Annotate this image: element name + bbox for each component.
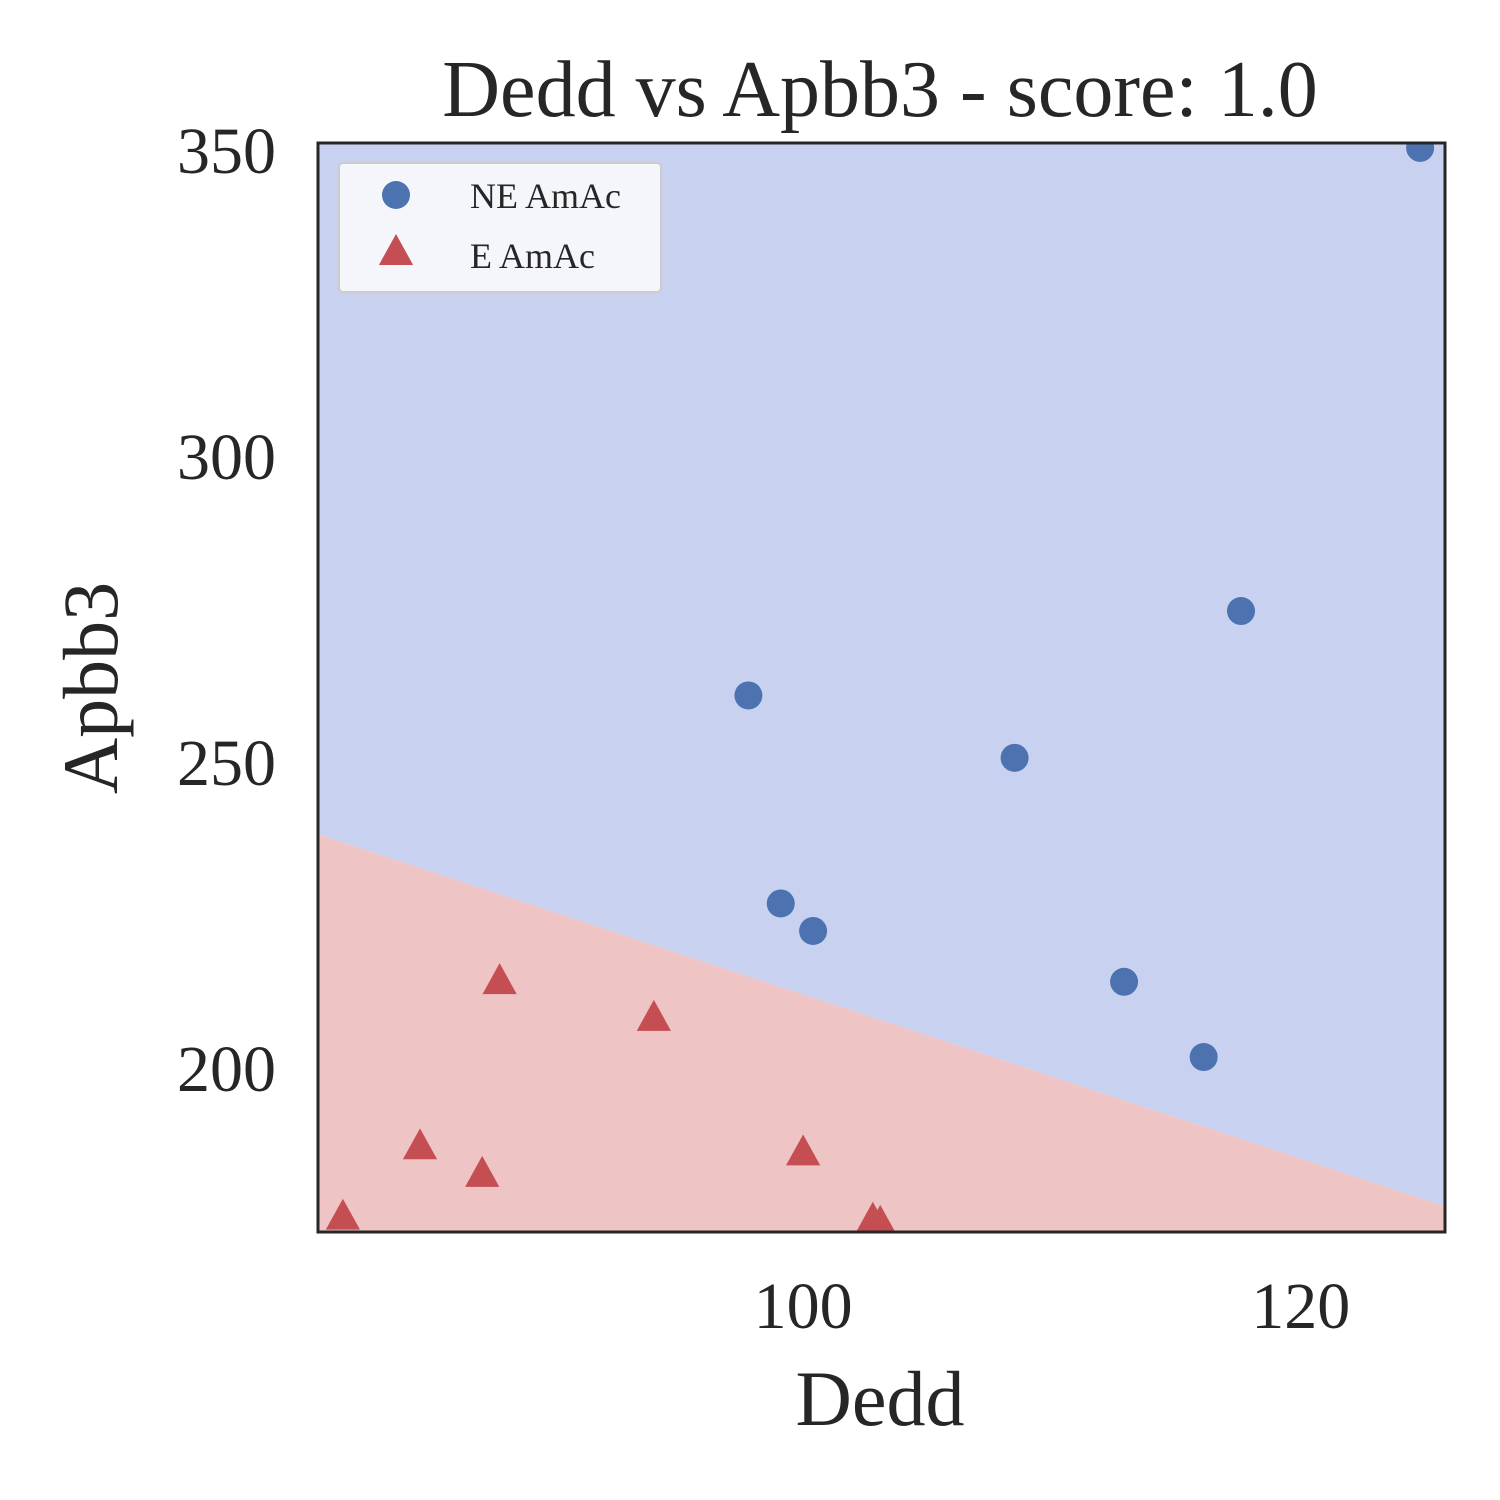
x-tick-label-100: 100: [754, 1270, 853, 1343]
ne-amac-point-4: [1110, 967, 1139, 996]
legend-marker-ne-amac: [382, 181, 410, 209]
ne-amac-point-1: [766, 889, 795, 918]
e-amac-point-0: [325, 1198, 360, 1230]
e-amac-point-4: [636, 999, 671, 1031]
ne-region: [318, 143, 1445, 1207]
e-region: [318, 834, 1445, 1232]
x-axis-ticks: 100 120: [754, 1270, 1351, 1343]
legend-box: [338, 162, 662, 293]
legend-label-ne-amac: NE AmAc: [470, 176, 621, 216]
y-tick-label-250: 250: [177, 727, 276, 800]
legend-label-e-amac: E AmAc: [470, 236, 595, 276]
ne-amac-point-7: [1406, 143, 1435, 162]
y-axis-ticks: 200 250 300 350: [177, 115, 276, 1106]
plot-area: [318, 143, 1445, 1232]
y-axis-label: Apbb3: [47, 582, 134, 794]
e-amac-point-1: [402, 1128, 438, 1160]
ne-amac-point-5: [1189, 1043, 1218, 1072]
plot-frame: [316, 141, 1447, 1234]
legend-marker-e-amac: [378, 234, 414, 265]
x-axis-label: Dedd: [796, 1355, 965, 1442]
e-amac-point-5: [786, 1134, 821, 1166]
ne-amac-point-0: [734, 681, 763, 710]
legend: NE AmAc E AmAc: [338, 162, 662, 293]
ne-amac-point-2: [799, 916, 828, 945]
e-amac-point-3: [482, 963, 517, 995]
points-layer: [325, 143, 1435, 1232]
chart-title: Dedd vs Apbb3 - score: 1.0: [442, 46, 1317, 134]
y-tick-label-300: 300: [177, 421, 276, 494]
x-tick-label-120: 120: [1251, 1270, 1350, 1343]
ne-amac-point-3: [1000, 743, 1029, 772]
y-tick-label-200: 200: [177, 1033, 276, 1106]
e-amac-point-7: [865, 1204, 896, 1232]
e-amac-point-2: [465, 1155, 500, 1187]
y-tick-label-350: 350: [177, 115, 276, 188]
ne-amac-point-6: [1226, 597, 1255, 626]
